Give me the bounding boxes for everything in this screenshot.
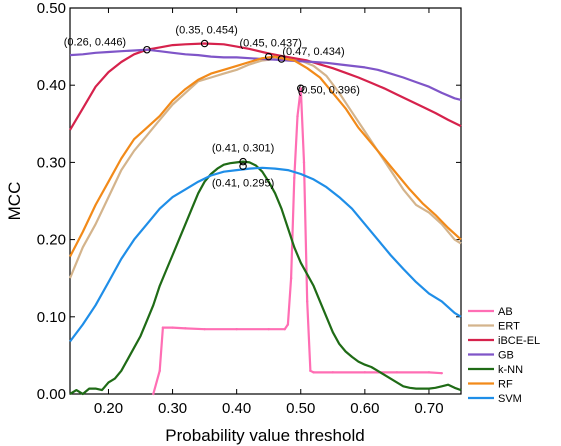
ab-point bbox=[312, 371, 315, 374]
annotation-marker bbox=[200, 39, 209, 48]
ab-point bbox=[184, 327, 187, 330]
ab-point bbox=[299, 87, 302, 90]
annotation-marker bbox=[297, 84, 305, 93]
ab-point bbox=[235, 327, 238, 331]
ab-point bbox=[267, 327, 270, 331]
series-line-ab bbox=[152, 87, 442, 395]
ab-point bbox=[203, 327, 206, 331]
y-tick-label: 0.50 bbox=[37, 0, 66, 17]
annotation-label: (0.47, 0.434) bbox=[282, 46, 344, 58]
annotation-label: (0.35, 0.454) bbox=[175, 25, 237, 37]
annotation-marker bbox=[277, 55, 286, 63]
annotation-label: (0.41, 0.301) bbox=[212, 143, 274, 155]
ab-point bbox=[331, 371, 335, 374]
ab-point bbox=[161, 326, 165, 329]
y-tick-label: 0.30 bbox=[37, 154, 66, 171]
ab-point bbox=[440, 371, 443, 375]
legend-label: AB bbox=[498, 306, 513, 318]
ab-point bbox=[293, 176, 296, 180]
annotation-marker bbox=[143, 45, 151, 54]
x-tick-label: 0.20 bbox=[94, 400, 123, 417]
series-line-svm bbox=[69, 166, 462, 343]
y-axis-title: MCC bbox=[5, 182, 24, 221]
annotation-label: (0.45, 0.437) bbox=[240, 38, 302, 50]
series-lines bbox=[68, 42, 462, 396]
ab-point bbox=[427, 371, 431, 374]
axis-ticks: 0.20 0.30 0.40 0.50 0.60 0.70 0.00 0.10 0.20 0.30… bbox=[37, 0, 461, 417]
legend-label: k-NN bbox=[498, 364, 523, 376]
ab-point bbox=[302, 161, 306, 164]
legend-label: ERT bbox=[498, 321, 520, 333]
series-line-k-nn bbox=[69, 160, 462, 396]
y-tick-label: 0.10 bbox=[37, 309, 66, 326]
ab-point bbox=[171, 326, 174, 329]
x-axis-title: Probability value threshold bbox=[165, 426, 364, 445]
y-tick-label: 0.40 bbox=[37, 77, 66, 94]
ab-point bbox=[363, 371, 367, 374]
x-tick-label: 0.60 bbox=[350, 400, 379, 417]
series-line-rf bbox=[69, 55, 462, 258]
ab-point bbox=[309, 369, 312, 373]
ab-point bbox=[158, 369, 161, 373]
ab-point bbox=[395, 371, 399, 374]
annotation-label: (0.26, 0.446) bbox=[64, 37, 126, 49]
y-tick-label: 0.00 bbox=[37, 386, 66, 403]
annotation-marker bbox=[264, 52, 273, 61]
series-line-ibce-el bbox=[69, 42, 462, 131]
annotation-marker bbox=[239, 157, 247, 166]
ab-point bbox=[296, 114, 299, 118]
annotation-label: (0.41, 0.295) bbox=[212, 177, 274, 189]
x-tick-label: 0.40 bbox=[222, 400, 251, 417]
x-tick-label: 0.70 bbox=[414, 400, 443, 417]
annotation-marker bbox=[239, 162, 247, 171]
legend-label: RF bbox=[498, 379, 513, 391]
ab-point bbox=[152, 392, 155, 396]
x-tick-label: 0.50 bbox=[286, 400, 315, 417]
annotation-label: (0.50, 0.396) bbox=[298, 84, 360, 96]
x-tick-label: 0.30 bbox=[158, 400, 187, 417]
legend-label: GB bbox=[498, 350, 514, 362]
annotations: (0.26, 0.446)(0.35, 0.454)(0.45, 0.437)(… bbox=[64, 25, 360, 190]
ab-point bbox=[289, 277, 293, 280]
ab-point bbox=[283, 327, 286, 331]
legend-label: SVM bbox=[498, 393, 522, 405]
legend: AB ERT iBCE-EL GB k-NN RF SVM bbox=[468, 306, 540, 405]
plot-frame bbox=[69, 7, 462, 395]
y-tick-label: 0.20 bbox=[37, 232, 66, 249]
ab-point bbox=[286, 323, 290, 326]
ab-point bbox=[305, 300, 309, 303]
legend-label: iBCE-EL bbox=[498, 335, 540, 347]
